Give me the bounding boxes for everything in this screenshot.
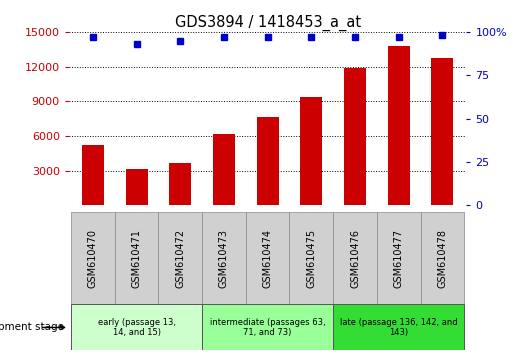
Title: GDS3894 / 1418453_a_at: GDS3894 / 1418453_a_at xyxy=(174,14,361,30)
Bar xyxy=(301,97,322,205)
Bar xyxy=(333,212,377,304)
Bar xyxy=(388,46,410,205)
Text: GSM610476: GSM610476 xyxy=(350,229,360,288)
Bar xyxy=(71,304,202,350)
Text: GSM610471: GSM610471 xyxy=(131,229,142,288)
Bar xyxy=(289,212,333,304)
Bar xyxy=(82,145,104,205)
Bar xyxy=(170,162,191,205)
Text: GSM610470: GSM610470 xyxy=(88,229,98,288)
Bar xyxy=(126,170,147,205)
Bar xyxy=(202,212,246,304)
Bar xyxy=(213,133,235,205)
Bar xyxy=(257,118,279,205)
Text: GSM610472: GSM610472 xyxy=(175,229,186,288)
Bar xyxy=(158,212,202,304)
Text: intermediate (passages 63,
71, and 73): intermediate (passages 63, 71, and 73) xyxy=(210,318,325,337)
Bar xyxy=(377,212,420,304)
Bar xyxy=(420,212,464,304)
Bar xyxy=(344,68,366,205)
Text: GSM610473: GSM610473 xyxy=(219,229,229,288)
Text: GSM610477: GSM610477 xyxy=(394,229,404,288)
Bar xyxy=(71,212,115,304)
Text: GSM610475: GSM610475 xyxy=(306,229,316,288)
Bar xyxy=(333,304,464,350)
Text: development stage: development stage xyxy=(0,322,64,332)
Bar xyxy=(246,212,289,304)
Bar xyxy=(115,212,158,304)
Text: GSM610478: GSM610478 xyxy=(437,229,447,288)
Text: GSM610474: GSM610474 xyxy=(263,229,272,288)
Text: late (passage 136, 142, and
143): late (passage 136, 142, and 143) xyxy=(340,318,457,337)
Text: early (passage 13,
14, and 15): early (passage 13, 14, and 15) xyxy=(98,318,175,337)
Bar xyxy=(431,58,453,205)
Bar xyxy=(202,304,333,350)
